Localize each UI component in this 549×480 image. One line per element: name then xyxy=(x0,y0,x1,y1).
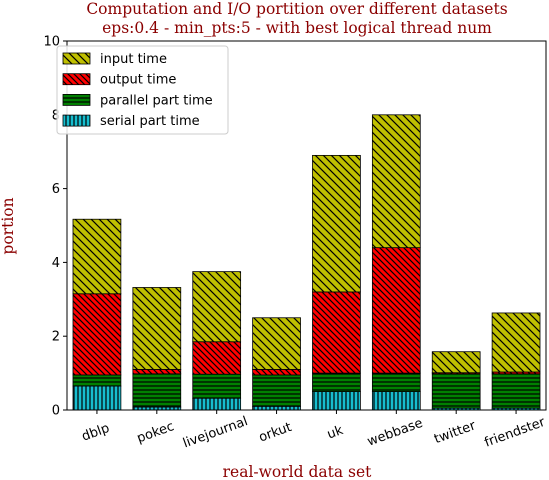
bar-serial-part-time-livejournal xyxy=(192,397,242,411)
bar-serial-part-time-uk xyxy=(312,391,361,411)
legend-label: input time xyxy=(100,52,167,67)
bar-parallel-part-time-webbase xyxy=(371,372,421,392)
y-axis-label: portion xyxy=(0,197,17,254)
bar-serial-part-time-dblp xyxy=(72,385,122,411)
x-axis-ticks: dblp pokec livejournal orkut uk webbase twitte… xyxy=(80,410,548,451)
chart-title-line-1: Computation and I/O portition over diffe… xyxy=(86,0,507,18)
chart-title-line-2: eps:0.4 - min_pts:5 - with best logical … xyxy=(102,19,492,37)
bar-serial-part-time-webbase xyxy=(371,391,421,411)
bar-input-time-livejournal xyxy=(192,271,242,343)
legend-frame xyxy=(56,45,229,135)
bar-parallel-part-time-orkut xyxy=(252,374,301,407)
bar-parallel-part-time-uk xyxy=(312,372,361,392)
legend-label: output time xyxy=(100,73,176,88)
bar-parallel-part-time-dblp xyxy=(72,374,122,387)
x-tick-label-livejournal: livejournal xyxy=(181,414,250,451)
x-tick-label-friendster: friendster xyxy=(483,415,548,451)
legend: input time output time parallel part time s… xyxy=(56,45,229,135)
y-tick-label: 2 xyxy=(52,330,60,345)
bar-output-time-uk xyxy=(312,291,361,374)
x-axis-label: real-world data set xyxy=(223,463,373,480)
legend-label: parallel part time xyxy=(100,93,213,108)
legend-entry-parallel-part-time: parallel part time xyxy=(62,93,213,108)
legend-entry-serial-part-time: serial part time xyxy=(62,114,200,129)
y-tick-label: 0 xyxy=(52,404,60,419)
bar-output-time-orkut xyxy=(252,369,301,376)
x-tick-label-dblp: dblp xyxy=(80,421,112,445)
bar-input-time-twitter xyxy=(431,351,481,374)
bar-input-time-webbase xyxy=(371,114,421,249)
bar-input-time-orkut xyxy=(252,317,301,370)
y-tick-label: 4 xyxy=(52,256,60,271)
y-tick-label: 8 xyxy=(52,108,60,123)
x-tick-label-webbase: webbase xyxy=(365,416,425,450)
y-axis-ticks: 0 2 4 6 8 10 xyxy=(43,35,67,419)
bar-parallel-part-time-friendster xyxy=(491,373,541,409)
y-tick-label: 10 xyxy=(43,35,60,50)
bar-input-time-pokec xyxy=(132,287,182,370)
bar-input-time-uk xyxy=(312,154,361,293)
x-tick-label-pokec: pokec xyxy=(135,419,176,446)
bar-serial-part-time-orkut xyxy=(252,405,301,411)
bar-parallel-part-time-twitter xyxy=(431,373,481,409)
bar-parallel-part-time-pokec xyxy=(132,373,182,408)
x-tick-label-orkut: orkut xyxy=(257,420,294,446)
bar-output-time-dblp xyxy=(72,293,122,376)
legend-entry-output-time: output time xyxy=(62,73,176,88)
plot-frame xyxy=(66,40,547,411)
legend-entry-input-time: input time xyxy=(62,52,167,67)
bar-input-time-friendster xyxy=(491,312,541,373)
bar-output-time-livejournal xyxy=(192,341,242,375)
bar-parallel-part-time-livejournal xyxy=(192,373,242,399)
bars-layer xyxy=(72,114,541,411)
x-tick-label-twitter: twitter xyxy=(432,418,478,447)
bar-output-time-webbase xyxy=(371,247,421,374)
x-tick-label-uk: uk xyxy=(325,423,345,443)
y-tick-label: 6 xyxy=(52,182,60,197)
bar-input-time-dblp xyxy=(72,218,122,295)
legend-label: serial part time xyxy=(100,114,200,129)
bar-output-time-pokec xyxy=(132,369,182,375)
